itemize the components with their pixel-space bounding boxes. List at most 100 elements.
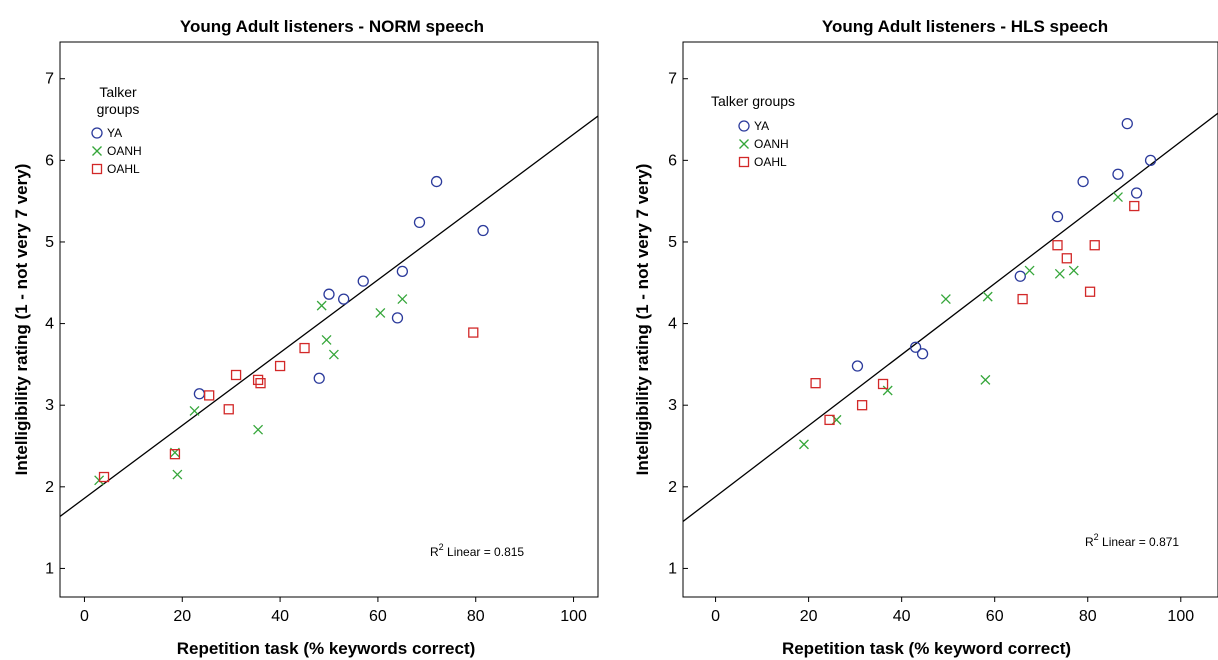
x-tick-label: 40 (893, 608, 911, 625)
x-tick-label: 60 (986, 608, 1004, 625)
x-tick-label: 100 (1167, 608, 1194, 625)
data-point-oahl (299, 342, 310, 354)
data-point-ya (357, 275, 369, 287)
data-point-oanh (1024, 265, 1035, 276)
data-point-ya (916, 348, 929, 360)
chart-panel-2: Young Adult listeners - HLS speech 0 20 40 6… (633, 17, 1218, 658)
x-stroke (172, 469, 183, 480)
legend-label-oahl: OAHL (107, 162, 140, 176)
data-point-ya (851, 360, 864, 372)
x-stroke (253, 424, 264, 435)
data-point-ya (1121, 117, 1133, 130)
data-point-oahl (468, 327, 479, 338)
x-tick-label: 40 (271, 608, 289, 625)
x-stroke (321, 334, 332, 345)
x-stroke (940, 294, 951, 305)
y-tick-label: 2 (45, 479, 54, 496)
data-point-ya (193, 388, 206, 400)
data-point-oahl (255, 378, 266, 389)
x-stroke (1024, 265, 1035, 276)
legend-label-oahl: OAHL (754, 155, 787, 169)
chart-panel-1: Young Adult listeners - NORM speech 0 20 40… (12, 17, 599, 658)
x-stroke (882, 385, 893, 396)
x-tick-label: 20 (800, 608, 818, 625)
x-stroke (316, 300, 327, 311)
x-stroke (739, 139, 749, 149)
r2-text: Linear = 0.871 (1099, 535, 1180, 549)
x-stroke (798, 439, 809, 450)
data-point-oahl (252, 374, 264, 386)
x-stroke (1113, 192, 1123, 203)
data-point-oahl (1084, 286, 1096, 297)
legend-title: Talker groups (711, 93, 795, 109)
x-stroke (189, 405, 200, 416)
r2-prefix: R (1085, 535, 1094, 549)
r2-prefix: R (430, 545, 439, 559)
legend-marker-oanh (739, 139, 749, 149)
legend-marker-ya (91, 127, 103, 139)
data-point-oanh (328, 349, 339, 360)
y-tick-label: 1 (45, 560, 54, 577)
x-stroke (375, 308, 386, 318)
x-stroke (92, 146, 102, 156)
chart-title: Young Adult listeners - NORM speech (180, 17, 484, 36)
y-tick-label: 6 (668, 152, 677, 169)
x-tick-label: 60 (369, 608, 387, 625)
x-axis-label: Repetition task (% keywords correct) (177, 639, 476, 658)
data-point-oahl (824, 414, 835, 426)
data-point-oanh (798, 439, 809, 450)
y-axis-label: Intelligibility rating (1 - not very 7 v… (633, 164, 652, 476)
series-oanh (798, 192, 1123, 450)
y-tick-label: 7 (45, 71, 54, 88)
data-point-ya (1014, 270, 1026, 282)
x-stroke (397, 294, 408, 305)
series-oahl (810, 200, 1140, 426)
data-point-ya (909, 341, 922, 353)
series-ya (851, 117, 1157, 372)
plot-frame (682, 41, 1218, 598)
fit-line (683, 112, 1218, 522)
legend-label-oanh: OANH (754, 137, 789, 151)
y-axis-label: Intelligibility rating (1 - not very 7 v… (12, 164, 31, 476)
r2-annotation: R2 Linear = 0.815 (430, 542, 524, 559)
series-ya (193, 175, 489, 400)
x-stroke (328, 349, 339, 360)
legend-label-oanh: OANH (107, 144, 142, 158)
legend-marker-oanh (92, 146, 102, 156)
y-tick-label: 4 (45, 316, 54, 333)
data-point-oanh (316, 300, 327, 311)
data-point-ya (396, 265, 409, 277)
data-point-oanh (831, 414, 842, 425)
data-point-ya (1144, 154, 1157, 166)
x-tick-label: 20 (173, 608, 191, 625)
x-tick-label: 80 (1079, 608, 1097, 625)
data-point-oahl (1017, 293, 1028, 305)
x-tick-label: 0 (711, 608, 720, 625)
data-point-oanh (321, 334, 332, 345)
data-point-oanh (1113, 192, 1123, 203)
y-tick-label: 3 (668, 397, 677, 414)
data-point-oanh (189, 405, 200, 416)
data-point-oahl (1061, 253, 1072, 264)
series-oahl (98, 327, 479, 483)
y-tick-label: 1 (668, 560, 677, 577)
y-tick-label: 3 (45, 397, 54, 414)
data-point-oahl (169, 449, 181, 460)
y-tick-label: 6 (45, 152, 54, 169)
data-point-oahl (1089, 240, 1100, 251)
data-point-ya (323, 288, 335, 300)
legend-title: Talker (99, 84, 137, 100)
r2-annotation: R2 Linear = 0.871 (1085, 532, 1179, 549)
fit-line (60, 115, 598, 517)
data-point-oahl (1052, 240, 1063, 251)
x-tick-label: 0 (80, 608, 89, 625)
data-point-oahl (274, 360, 286, 372)
x-stroke (1054, 268, 1065, 279)
data-point-oahl (877, 378, 889, 390)
data-point-ya (338, 293, 350, 305)
data-point-oanh (375, 308, 386, 318)
data-point-oahl (810, 378, 821, 389)
chart-title: Young Adult listeners - HLS speech (822, 17, 1108, 36)
